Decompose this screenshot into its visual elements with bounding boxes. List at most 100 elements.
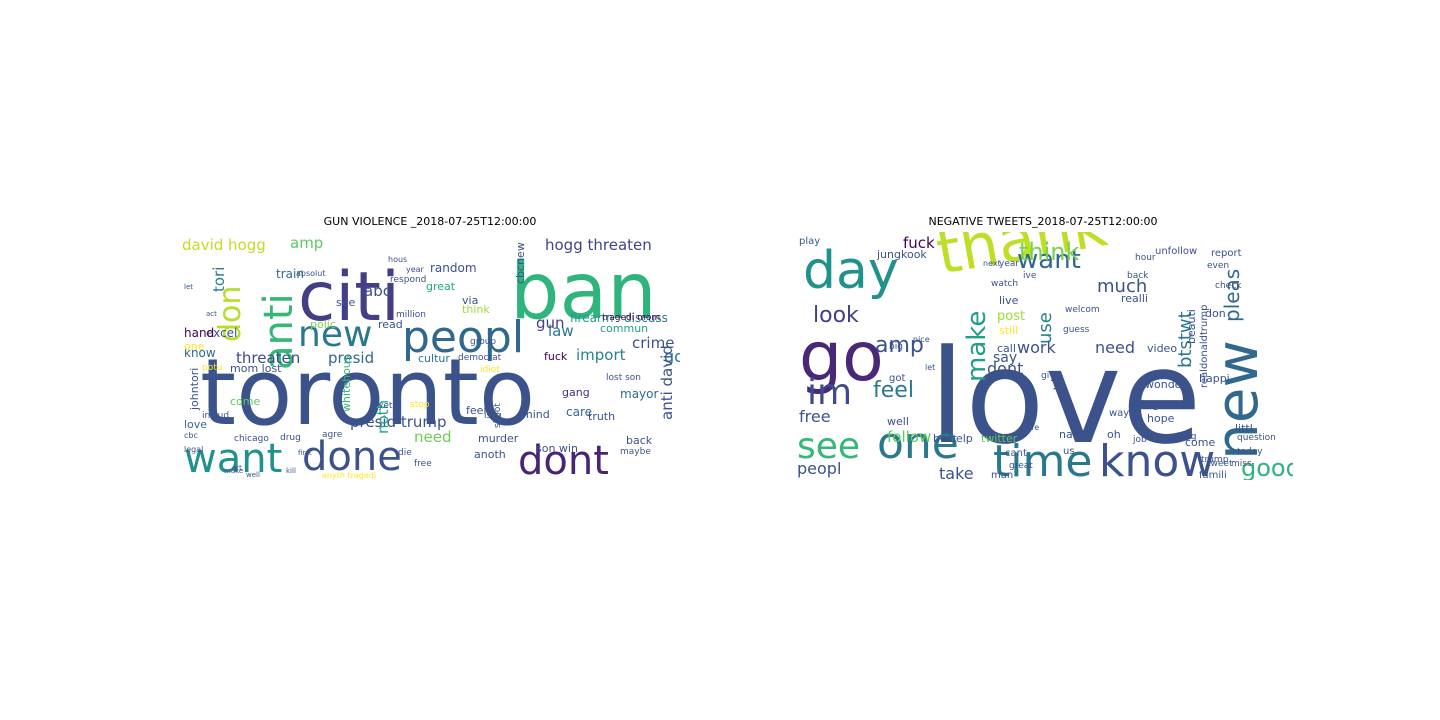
gun-violence-word-democrat: democrat (458, 353, 502, 363)
gun-violence-word-commun: commun (600, 322, 648, 335)
negative-tweets-word-via: via (1050, 371, 1065, 390)
gun-violence-word-presid-trump: presid trump (350, 413, 447, 431)
negative-tweets-word-peopl: peopl (797, 459, 841, 478)
gun-violence-word-threaten: threaten (236, 349, 300, 367)
gun-violence-word-polic: polic (310, 318, 336, 331)
negative-tweets-word-ive: ive (1023, 271, 1037, 281)
negative-tweets-word-help: help (949, 432, 973, 445)
gun-violence-word-kill: kill (286, 467, 296, 475)
negative-tweets-word-live: live (999, 294, 1019, 307)
gun-violence-word-act: act (206, 310, 217, 318)
gun-violence-word-crime: crime (632, 334, 674, 352)
negative-tweets-word-year: year (999, 259, 1019, 269)
negative-tweets-word-give: give (1041, 371, 1061, 381)
negative-tweets-word-check: check (1215, 281, 1242, 291)
gun-violence-word-mayor: mayor (620, 387, 658, 401)
chart-title-negative-tweets: NEGATIVE TWEETS_2018-07-25T12:00:00 (928, 215, 1158, 228)
gun-violence-word-make: make (224, 467, 243, 475)
negative-tweets-word-happi: happi (1199, 372, 1230, 385)
gun-violence-word-includ: includ (202, 411, 229, 421)
negative-tweets-word-new: new (1203, 340, 1271, 460)
gun-violence-word-law: law (548, 322, 574, 340)
negative-tweets-word-oh: oh (1107, 428, 1121, 441)
gun-violence-word-art: art (232, 464, 242, 472)
negative-tweets-word-question: question (1237, 433, 1276, 443)
gun-violence-word-anti-david: anti david (658, 345, 676, 420)
negative-tweets-word-watch: watch (991, 279, 1018, 289)
gun-violence-word-anyth-tragedi: anyth tragedi (322, 471, 376, 480)
negative-tweets-word-hope: hope (1147, 412, 1175, 425)
negative-tweets-word-feel: feel (873, 378, 914, 403)
negative-tweets-word-say: say (993, 350, 1017, 366)
gun-violence-word-agre: agre (322, 430, 343, 440)
gun-violence-word-well: well (246, 471, 260, 479)
gun-violence-word-amp: amp (290, 234, 323, 252)
gun-violence-word-yet: yet (378, 401, 393, 411)
gun-violence-word-see: see (336, 296, 355, 309)
negative-tweets-word-wonder: wonder (1145, 378, 1186, 391)
gun-violence-word-feel: feel (466, 404, 486, 417)
gun-violence-word-noth: noth (374, 400, 392, 434)
gun-violence-word-anti: anti (256, 293, 302, 370)
negative-tweets-word-call: call (997, 342, 1016, 355)
negative-tweets-word-amp: amp (875, 333, 924, 358)
gun-violence-word-import: import (576, 346, 626, 364)
negative-tweets-word-pleas: pleas (1220, 269, 1244, 322)
gun-violence-word-read: read (378, 318, 403, 331)
gun-violence-word-via: via (462, 294, 478, 307)
negative-tweets-word-cant: cant (1005, 448, 1027, 459)
gun-violence-word-presid: presid (328, 349, 374, 367)
gun-violence-word-abc: abc (364, 282, 391, 300)
gun-violence-word-million: million (396, 310, 426, 320)
gun-violence-word-die: die (398, 448, 412, 458)
negative-tweets-word-jungkook: jungkook (876, 248, 927, 261)
gun-violence-word-cultur: cultur (418, 352, 450, 365)
gun-violence-word-go: go (664, 347, 680, 366)
gun-violence-word-come: come (230, 395, 260, 408)
negative-tweets-word-don: don (1205, 307, 1226, 320)
gun-violence-word-think: think (462, 303, 490, 316)
gun-violence-word-one: one (184, 340, 205, 353)
negative-tweets-word-best: best (933, 432, 957, 445)
negative-tweets-word-still: still (999, 324, 1018, 337)
negative-tweets-word-btstwt: btstwt (1175, 311, 1196, 368)
negative-tweets-word-hour: hour (1135, 253, 1156, 263)
negative-tweets-word-take: take (939, 464, 974, 480)
gun-violence-word-know: know (184, 346, 216, 360)
gun-violence-word-random: random (430, 261, 477, 275)
gun-violence-word-issu: issu (484, 411, 502, 421)
negative-tweets-word-life: life (1027, 423, 1039, 432)
negative-tweets-word-tweet: tweet (1207, 459, 1233, 469)
negative-tweets-word-love: love (929, 321, 1202, 473)
negative-tweets-word-come: come (1185, 436, 1215, 449)
gun-violence-word-maybe: maybe (620, 447, 651, 457)
gun-violence-word-murder: murder (478, 432, 519, 445)
gun-violence-word-cbc: cbc (184, 431, 198, 440)
negative-tweets-word-back: back (1127, 271, 1149, 281)
gun-violence-word-hand: hand (184, 326, 214, 340)
negative-tweets-word-go: go (799, 318, 884, 397)
negative-tweets-word-great: great (1009, 461, 1033, 471)
negative-tweets-word-next: next (983, 259, 1001, 268)
gun-violence-word-truth: truth (588, 410, 615, 423)
gun-violence-word-love: love (184, 418, 207, 431)
negative-tweets-word-name: name (1059, 428, 1090, 441)
gun-violence-word-shoot: shoot (493, 403, 503, 428)
negative-tweets-word-look: look (813, 303, 859, 328)
negative-tweets-word-littl: littl (1235, 422, 1253, 435)
chart-title-gun-violence: GUN VIOLENCE _2018-07-25T12:00:00 (323, 215, 537, 228)
negative-tweets-word-fuck: fuck (903, 234, 935, 252)
negative-tweets-word-job: job (1132, 435, 1147, 445)
gun-violence-word-hous: hous (388, 255, 407, 264)
negative-tweets-word-big: big (889, 342, 903, 352)
gun-violence-word-absolut: absolut (296, 269, 325, 278)
negative-tweets-word-even: even (1207, 261, 1229, 271)
negative-tweets-word-us: us (1063, 446, 1075, 457)
negative-tweets-word-video: video (1147, 342, 1177, 355)
negative-tweets-word-see: see (797, 426, 860, 467)
gun-violence-word-cbcnew: cbcnew (514, 242, 527, 284)
negative-tweets-word-use: use (1035, 312, 1056, 344)
gun-violence-word-toronto: toronto (200, 339, 535, 446)
gun-violence-word-free: free (414, 459, 432, 469)
gun-violence-word-firearm: firearm (570, 311, 613, 325)
